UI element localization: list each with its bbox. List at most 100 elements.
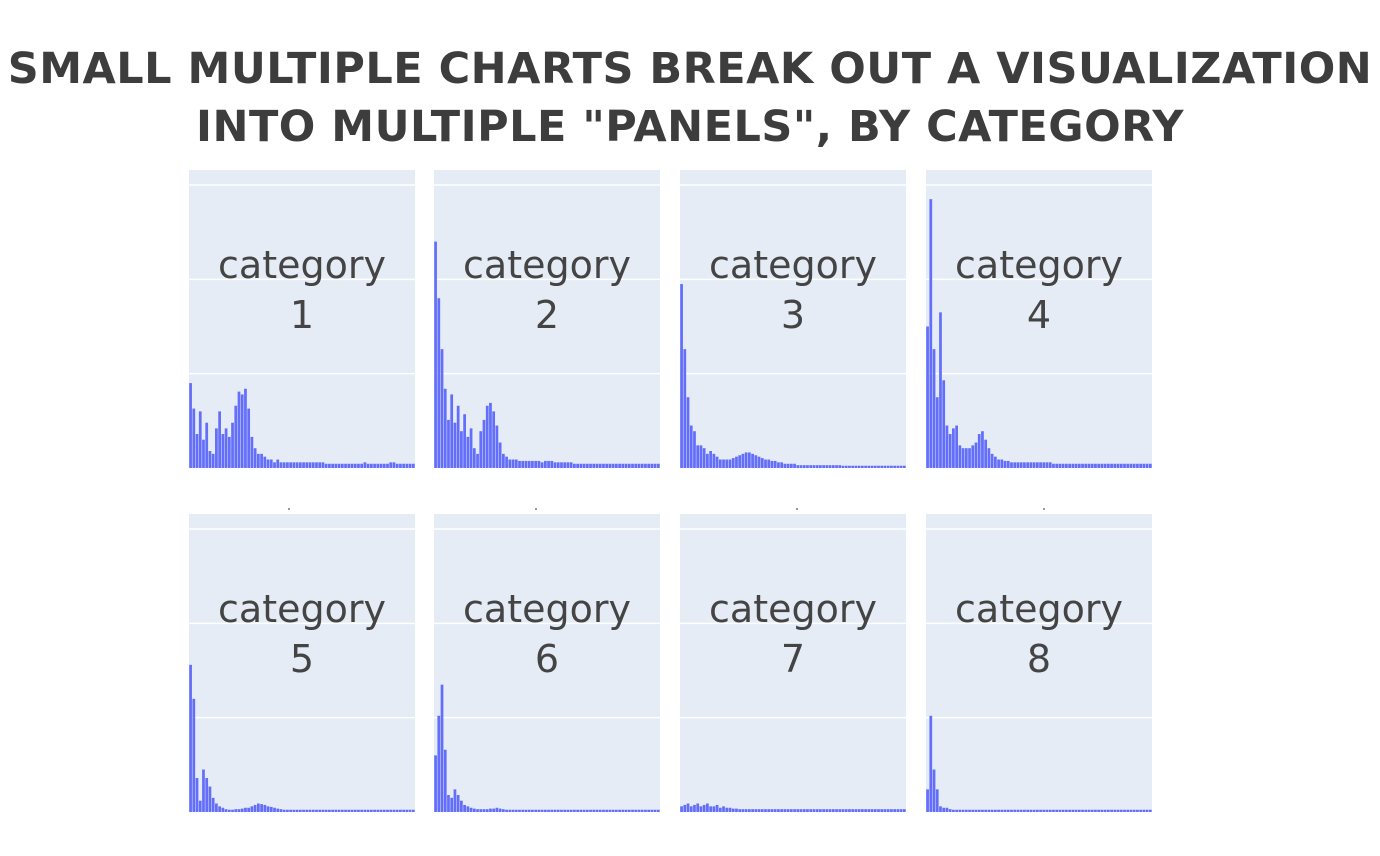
panel-5-bar: [353, 809, 357, 812]
panel-8-bar: [981, 809, 984, 812]
panel-6-bar: [656, 809, 660, 812]
panel-3-bar: [764, 459, 767, 468]
panel-7-bar: [867, 809, 871, 812]
panel-5-bar: [334, 809, 338, 812]
panel-2-bar: [589, 463, 592, 468]
panel-4-bar: [1019, 462, 1023, 468]
panel-4-bar: [1116, 463, 1120, 468]
panel-5-bar: [408, 809, 412, 812]
panel-3-bar: [741, 453, 745, 468]
panel-1-bar: [389, 462, 393, 468]
panel-4-bar: [958, 445, 962, 468]
panel-2-bar: [653, 463, 657, 468]
panel-category-2: category 2: [434, 170, 660, 468]
panel-1-bar: [263, 456, 267, 468]
panel-3-bar: [683, 349, 687, 468]
panel-8-bar: [1074, 809, 1078, 812]
panel-2-bar: [605, 463, 609, 468]
panel-4-bar: [1136, 463, 1139, 468]
panel-6-bar: [563, 809, 567, 812]
panel-6-bar: [602, 809, 605, 812]
panel-3-bar: [709, 451, 712, 468]
panel-5-bar: [363, 809, 367, 812]
panel-1-bar: [337, 463, 341, 468]
panel-6-bar: [527, 809, 531, 812]
panel-8-bar: [1084, 809, 1088, 812]
panel-category-5: category 5: [189, 514, 415, 812]
panel-8-bar: [971, 809, 975, 812]
panel-8-bar: [1055, 809, 1059, 812]
panel-1-bar: [382, 463, 386, 468]
panel-2-bar: [631, 463, 634, 468]
panel-category-8: category 8: [926, 514, 1152, 812]
panel-7-bar: [848, 809, 851, 812]
panel-4-label-number: 4: [1026, 293, 1052, 337]
panel-4-bar: [1148, 463, 1152, 468]
panel-7-bar: [864, 809, 867, 812]
panel-7-bar: [760, 809, 764, 812]
chart-title: SMALL MULTIPLE CHARTS BREAK OUT A VISUAL…: [0, 40, 1380, 156]
panel-7-bar: [857, 809, 861, 812]
panel-3-bar: [815, 465, 819, 468]
panel-4-label-word: category: [955, 243, 1123, 287]
panel-4-bar: [961, 448, 965, 468]
panel-1-bar: [273, 462, 276, 468]
panel-8-bar: [994, 809, 997, 812]
panel-8-bar: [984, 809, 988, 812]
panel-2-bar: [479, 431, 483, 468]
panel-1-bar: [402, 463, 406, 468]
panel-6-bar: [556, 809, 560, 812]
panel-8-bar: [1097, 809, 1101, 812]
panel-6-bar: [644, 809, 647, 812]
panel-6-label: category 6: [434, 584, 660, 684]
panel-2-bar: [485, 405, 489, 468]
panel-3-bar: [770, 460, 774, 468]
panel-5-bar: [198, 800, 202, 812]
panel-5-label-word: category: [218, 587, 386, 631]
panel-5-bar: [282, 809, 286, 812]
panel-1-bar: [395, 463, 399, 468]
panel-1-bar: [411, 463, 415, 468]
panel-3-bar: [793, 463, 796, 468]
panel-4-bar: [1074, 463, 1078, 468]
panel-5-bar: [331, 809, 334, 812]
panel-2-bar: [495, 425, 499, 468]
panel-2-bar: [440, 349, 444, 468]
panel-1-bar: [292, 462, 296, 468]
panel-2-bar: [573, 463, 576, 468]
panel-7-bar: [806, 809, 809, 812]
panel-1-bar: [360, 463, 364, 468]
panel-2-bar: [569, 462, 573, 468]
panel-5-bar: [250, 806, 254, 812]
panel-5-bar: [269, 806, 273, 812]
panel-8-bar: [1068, 809, 1071, 812]
panel-4-bar: [1119, 463, 1123, 468]
panel-1-bar: [363, 462, 367, 468]
panel-3-bar: [748, 452, 751, 468]
panel-6-bar: [479, 809, 483, 812]
panel-4-bar: [1045, 462, 1049, 468]
panel-8-bar: [1139, 809, 1143, 812]
panel-2-bar: [540, 462, 544, 468]
panel-6-bar: [502, 809, 505, 812]
panel-8-bar: [961, 809, 965, 812]
panel-3-bar: [706, 453, 709, 468]
panel-4-bar: [929, 199, 933, 468]
panel-5-bar: [273, 807, 276, 812]
panel-4-bar: [1010, 462, 1013, 468]
panel-1-bar: [318, 462, 322, 468]
panel-3-bar: [699, 445, 703, 468]
panel-4-bar: [935, 397, 939, 468]
panel-7-bar: [802, 809, 806, 812]
panel-2-bar: [640, 463, 644, 468]
panel-4-bar: [1100, 463, 1104, 468]
panel-3-bar: [899, 465, 903, 468]
panel-category-4: category 4: [926, 170, 1152, 468]
panel-3-bar: [689, 425, 693, 468]
panel-2-bar: [460, 431, 463, 468]
panel-2-bar: [447, 419, 450, 468]
panel-3-bar: [757, 456, 761, 468]
panel-3-bar: [715, 456, 719, 468]
panel-3-bar: [883, 465, 887, 468]
panel-2-bar: [508, 459, 512, 468]
